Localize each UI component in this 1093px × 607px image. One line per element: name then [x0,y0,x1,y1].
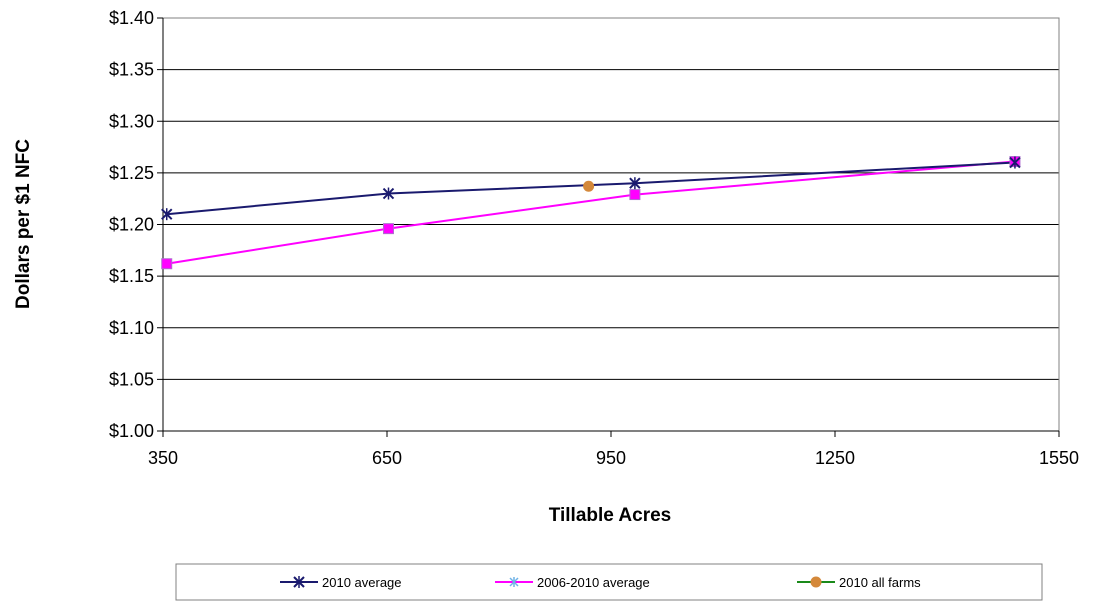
data-point-s2-0 [583,180,595,192]
y-tick-label: $1.10 [109,318,154,338]
data-point-s0-1 [382,187,395,200]
y-tick-label: $1.35 [109,60,154,80]
x-tick-label: 350 [148,448,178,468]
data-point-s1-1 [382,223,394,235]
legend-item-1: 2006-2010 average [495,575,650,590]
legend: 2010 average 2006-2010 average 2010 all fa… [175,563,1043,601]
gridlines [163,17,1059,432]
data-point-s0-2 [629,177,641,190]
x-axis: 350 650 950 1250 1550 [148,430,1079,468]
data-point-s0-3 [1009,156,1021,169]
y-tick-label: $1.15 [109,266,154,286]
series-lines [166,160,1015,265]
data-point-s0-0 [161,208,173,221]
y-tick-label: $1.25 [109,163,154,183]
y-tick-label: $1.00 [109,421,154,441]
x-tick-label: 950 [596,448,626,468]
series-markers [161,156,1021,270]
legend-marker [810,576,822,588]
y-axis: $1.00 $1.05 $1.10 $1.15 $1.20 $1.25 $1.30 $1.35… [109,8,164,441]
data-point-s1-2 [629,189,641,201]
y-tick-label: $1.30 [109,111,154,131]
legend-label: 2010 average [322,575,402,590]
x-tick-label: 1550 [1039,448,1079,468]
series-line-1 [166,160,1015,265]
legend-item-0: 2010 average [280,575,402,590]
data-point-s1-0 [161,258,173,270]
legend-label: 2006-2010 average [537,575,650,590]
y-tick-label: $1.20 [109,215,154,235]
legend-box [175,563,1043,601]
x-axis-title: Tillable Acres [549,505,672,526]
series-line-0 [166,161,1015,216]
legend-item-2: 2010 all farms [797,575,921,590]
legend-marker [509,577,519,587]
y-tick-label: $1.05 [109,369,154,389]
legend-marker [293,576,305,588]
x-tick-label: 650 [372,448,402,468]
y-axis-title: Dollars per $1 NFC [13,139,34,309]
x-tick-label: 1250 [815,448,855,468]
y-tick-label: $1.40 [109,8,154,28]
legend-label: 2010 all farms [839,575,921,590]
